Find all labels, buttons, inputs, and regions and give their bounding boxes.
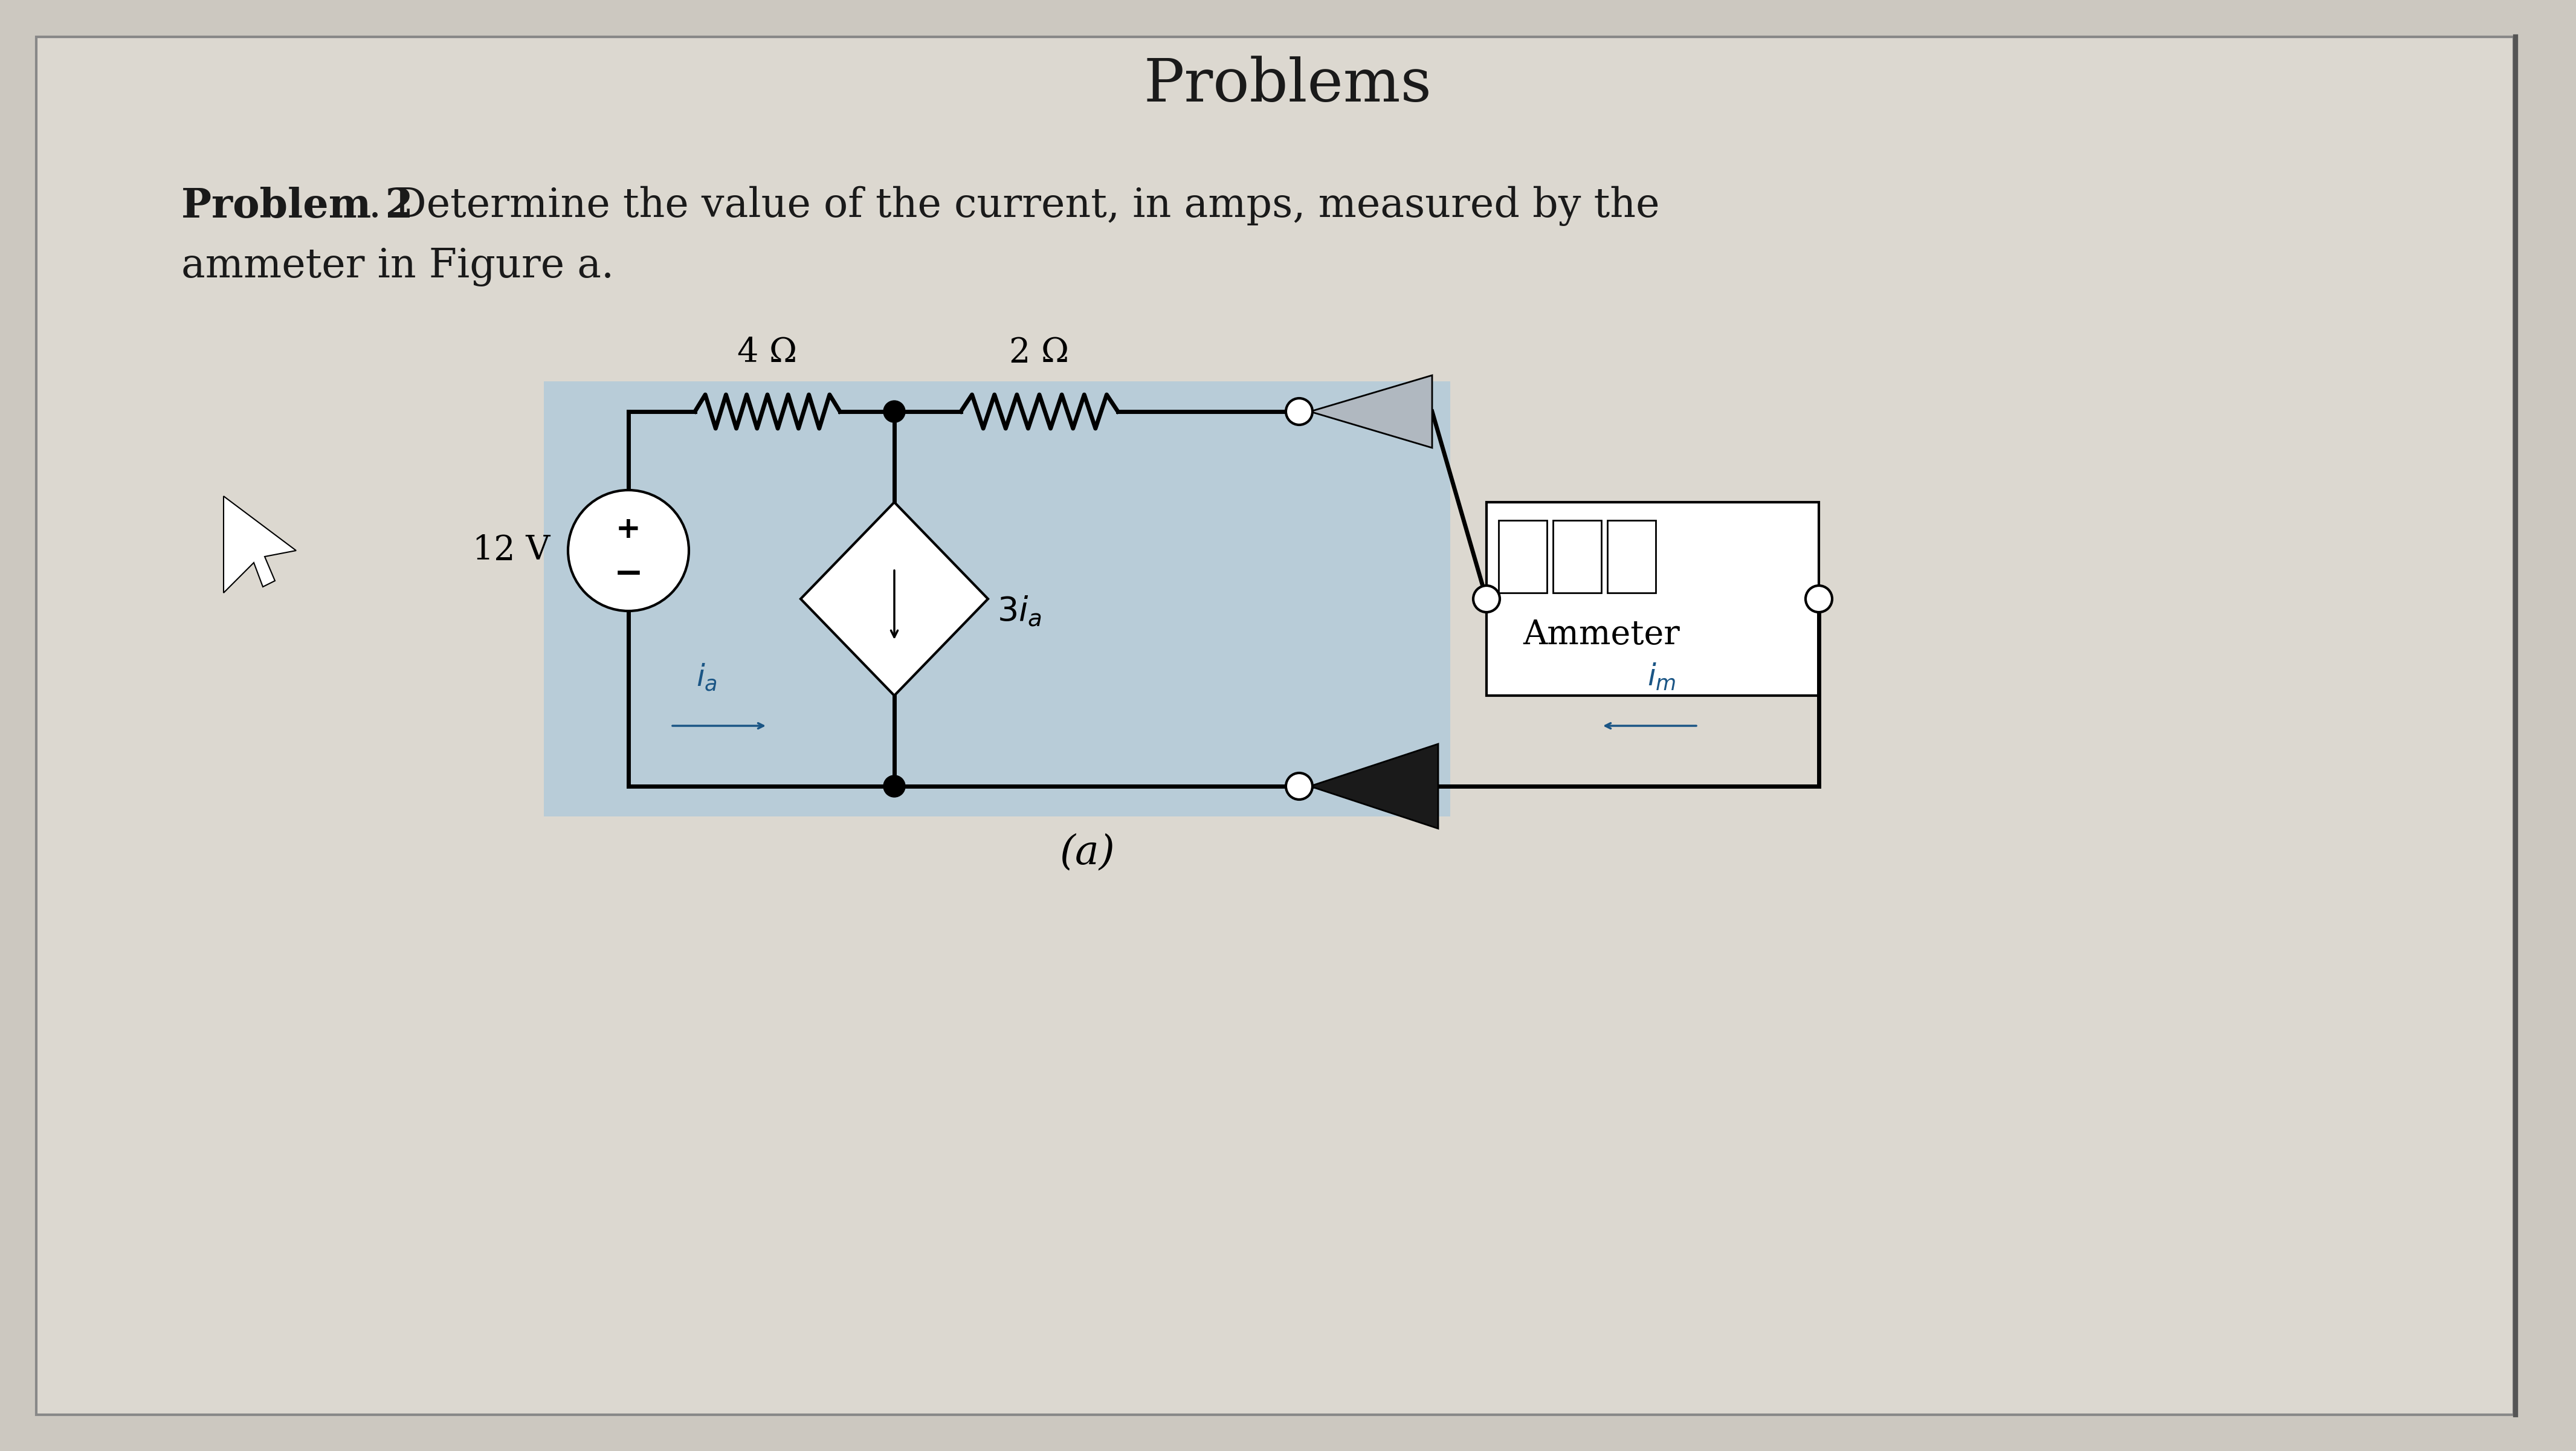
Polygon shape (1311, 376, 1432, 448)
Text: Problems: Problems (1144, 57, 1432, 115)
Text: $i_m$: $i_m$ (1649, 662, 1677, 692)
Text: 4 Ω: 4 Ω (737, 337, 799, 369)
Text: 2 Ω: 2 Ω (1010, 337, 1069, 369)
Circle shape (1285, 398, 1314, 425)
Polygon shape (801, 502, 989, 695)
Text: . Determine the value of the current, in amps, measured by the: . Determine the value of the current, in… (368, 186, 1659, 226)
FancyBboxPatch shape (1553, 521, 1602, 593)
Polygon shape (224, 496, 296, 593)
FancyBboxPatch shape (1607, 521, 1656, 593)
Text: (a): (a) (1059, 833, 1115, 872)
Circle shape (569, 490, 688, 611)
Text: ammeter in Figure a.: ammeter in Figure a. (180, 247, 613, 286)
Circle shape (1806, 586, 1832, 612)
Text: Problem 2: Problem 2 (180, 186, 412, 226)
FancyBboxPatch shape (1486, 502, 1819, 695)
Circle shape (1285, 773, 1314, 800)
Circle shape (884, 400, 904, 422)
Polygon shape (1311, 744, 1437, 829)
FancyBboxPatch shape (1499, 521, 1548, 593)
Text: $3i_a$: $3i_a$ (997, 595, 1041, 627)
Text: $i_a$: $i_a$ (696, 662, 719, 692)
Text: 12 V: 12 V (471, 534, 549, 567)
FancyBboxPatch shape (544, 382, 1450, 817)
FancyBboxPatch shape (36, 36, 2514, 1415)
Circle shape (884, 775, 904, 797)
Text: −: − (613, 556, 644, 591)
Text: +: + (616, 515, 641, 544)
Circle shape (1473, 586, 1499, 612)
Text: Ammeter: Ammeter (1522, 618, 1680, 651)
